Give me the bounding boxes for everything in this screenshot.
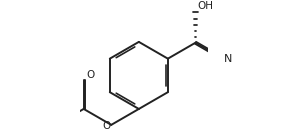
Text: OH: OH [197, 1, 213, 11]
Text: O: O [102, 120, 111, 131]
Text: O: O [86, 70, 95, 80]
Text: N: N [224, 54, 233, 64]
